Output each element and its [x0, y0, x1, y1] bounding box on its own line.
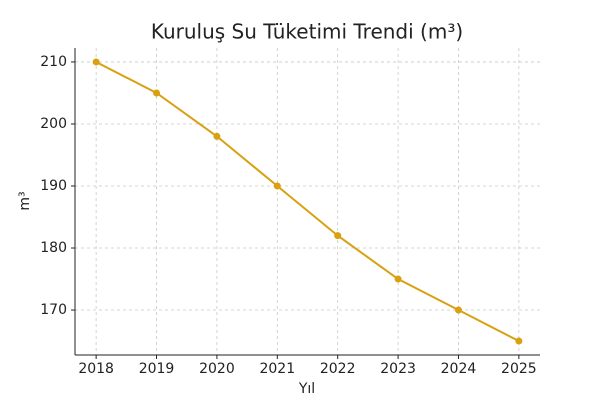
x-tick-label: 2020: [199, 361, 235, 377]
y-tick-label: 210: [40, 54, 67, 70]
data-point: [153, 89, 161, 97]
chart-title: Kuruluş Su Tüketimi Trendi (m³): [151, 20, 463, 44]
data-point: [213, 132, 221, 140]
data-point: [273, 182, 281, 190]
data-point: [92, 58, 100, 66]
y-tick-label: 190: [40, 178, 67, 194]
data-point: [394, 275, 402, 283]
x-tick-label: 2022: [320, 361, 356, 377]
y-tick-label: 180: [40, 240, 67, 256]
y-tick-label: 170: [40, 302, 67, 318]
data-point: [515, 337, 523, 345]
data-point: [334, 232, 342, 240]
x-tick-label: 2019: [139, 361, 175, 377]
x-tick-label: 2024: [441, 361, 477, 377]
x-tick-label: 2018: [78, 361, 114, 377]
data-point: [454, 306, 462, 314]
data-line: [95, 61, 520, 342]
y-tick-label: 200: [40, 116, 67, 132]
x-axis-label: Yıl: [298, 381, 315, 397]
x-tick-label: 2023: [380, 361, 416, 377]
x-tick-label: 2025: [501, 361, 537, 377]
x-tick-label: 2021: [259, 361, 295, 377]
y-axis-label: m³: [17, 191, 33, 210]
